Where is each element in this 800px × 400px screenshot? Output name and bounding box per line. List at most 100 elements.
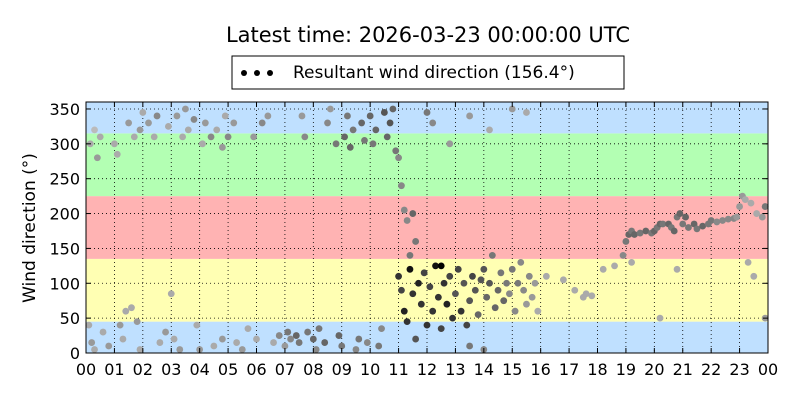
data-point <box>457 307 465 315</box>
data-point <box>412 238 420 245</box>
x-tick-label: 09 <box>332 360 352 379</box>
data-point <box>230 119 238 127</box>
data-point <box>449 314 456 322</box>
data-point <box>685 224 692 231</box>
legend-marker-dot <box>267 70 273 76</box>
data-point <box>426 283 434 291</box>
data-point <box>693 225 701 233</box>
x-tick-label: 18 <box>587 360 607 379</box>
data-point <box>437 325 445 332</box>
data-point <box>429 119 437 127</box>
data-point <box>128 304 135 312</box>
data-point <box>378 325 385 332</box>
data-point <box>91 346 98 353</box>
data-point <box>193 321 201 329</box>
y-tick-label: 0 <box>70 344 80 363</box>
data-point <box>434 293 442 301</box>
legend-label: Resultant wind direction (156.4°) <box>293 63 575 83</box>
data-point <box>258 119 266 127</box>
data-point <box>400 307 408 315</box>
data-point <box>454 265 462 273</box>
data-point <box>488 251 496 259</box>
data-point <box>270 339 277 346</box>
data-point <box>250 133 258 141</box>
data-point <box>136 126 144 134</box>
data-point <box>133 318 141 326</box>
data-point <box>699 222 707 230</box>
data-point <box>386 119 394 127</box>
data-point <box>122 307 130 315</box>
data-point <box>523 109 530 116</box>
data-point <box>210 342 218 350</box>
x-tick-label: 22 <box>701 360 721 379</box>
data-point <box>724 215 732 223</box>
x-tick-label: 10 <box>360 360 380 379</box>
data-point <box>523 300 530 308</box>
data-point <box>301 133 309 141</box>
direction-band <box>86 196 768 259</box>
data-point <box>184 126 192 134</box>
legend-marker-dot <box>254 70 260 76</box>
data-point <box>440 279 448 287</box>
data-point <box>437 262 445 270</box>
data-point <box>474 311 482 319</box>
data-point <box>344 112 351 120</box>
data-point <box>346 143 354 151</box>
x-tick-label: 15 <box>502 360 522 379</box>
data-point <box>713 218 721 226</box>
data-point <box>758 213 766 221</box>
data-point <box>398 182 405 190</box>
data-point <box>452 290 459 298</box>
data-point <box>358 119 366 127</box>
data-point <box>395 272 402 280</box>
data-point <box>534 307 542 315</box>
data-point <box>503 279 510 287</box>
data-point <box>542 272 550 280</box>
data-point <box>460 279 468 287</box>
data-point <box>156 339 164 346</box>
data-point <box>636 229 644 237</box>
data-point <box>588 292 596 300</box>
data-point <box>525 272 533 280</box>
data-point <box>673 265 681 273</box>
x-tick-label: 04 <box>189 360 209 379</box>
data-point <box>281 342 289 350</box>
axis-ticks <box>85 102 769 354</box>
x-tick-label: 16 <box>530 360 550 379</box>
direction-bands <box>86 102 768 353</box>
data-point <box>321 339 329 346</box>
data-point <box>165 123 172 130</box>
data-point <box>531 279 539 287</box>
legend-box <box>231 55 625 90</box>
data-point <box>372 126 380 134</box>
data-point <box>560 276 567 284</box>
data-point <box>571 286 579 294</box>
data-point <box>622 238 630 245</box>
data-point <box>599 265 607 273</box>
data-point <box>469 272 476 280</box>
data-point <box>466 112 474 120</box>
data-point <box>125 119 133 127</box>
direction-band <box>86 102 768 134</box>
data-point <box>91 126 98 134</box>
data-point <box>162 328 169 336</box>
data-point <box>295 339 303 346</box>
data-point <box>167 290 175 298</box>
data-point <box>221 112 229 120</box>
data-point <box>116 321 124 329</box>
data-point <box>312 346 320 353</box>
data-point <box>173 112 181 120</box>
data-point <box>628 258 635 266</box>
data-point <box>528 293 536 301</box>
data-point <box>619 251 627 259</box>
data-point <box>153 112 161 120</box>
x-tick-label: 00 <box>76 360 96 379</box>
data-point <box>85 321 93 329</box>
chart-title: Latest time: 2026-03-23 00:00:00 UTC <box>226 23 630 47</box>
data-point <box>491 304 499 312</box>
data-point <box>582 290 590 298</box>
data-point <box>511 307 519 315</box>
data-point <box>471 286 479 294</box>
data-point <box>338 342 346 350</box>
